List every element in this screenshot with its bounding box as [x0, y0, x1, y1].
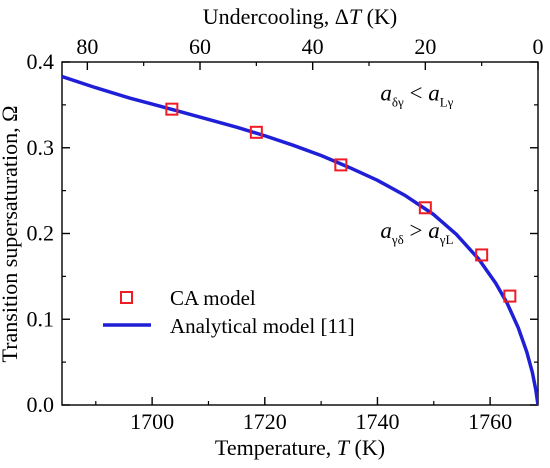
x-axis-title-unit: (K) [349, 435, 385, 460]
data-point-ca-model [249, 125, 263, 139]
x-axis-ticks: 1700 1720 1740 1760 [95, 397, 512, 434]
top-tick-label: 80 [76, 34, 98, 59]
data-point-ca-model [165, 102, 179, 116]
top-axis-title-prefix: Undercooling, Δ [203, 4, 349, 29]
top-axis-title: Undercooling, ΔT (K) [203, 4, 397, 29]
x-axis-title: Temperature, T (K) [215, 435, 385, 460]
data-point-ca-model [334, 158, 348, 172]
annotation-2-sub1: γδ [391, 232, 404, 247]
series-line-analytical-model [62, 74, 538, 405]
legend-label-ca-model: CA model [170, 286, 256, 310]
top-axis-ticks: 80 60 40 20 0 [76, 34, 544, 70]
annotation-layer: aδγ < aLγ aγδ > aγL [380, 81, 453, 247]
x-tick-label: 1760 [468, 409, 512, 434]
annotation-1-op: < [404, 81, 428, 106]
annotation-2-op: > [404, 218, 428, 243]
x-axis-title-prefix: Temperature, [215, 435, 337, 460]
legend: CA model Analytical model [11] [103, 286, 355, 338]
annotation-inequality-2: aγδ > aγL [380, 218, 453, 247]
y-tick-label: 0.2 [27, 221, 55, 246]
plot-frame [61, 61, 539, 406]
y-tick-label: 0.3 [27, 135, 55, 160]
x-tick-label: 1700 [130, 409, 174, 434]
series-layer [62, 74, 538, 405]
top-axis-title-unit: (K) [361, 4, 397, 29]
top-tick-label: 40 [302, 34, 324, 59]
annotation-2-sub2: γL [439, 232, 454, 247]
annotation-1-sub1: δγ [392, 95, 404, 110]
data-point-ca-model [503, 289, 517, 303]
y-tick-label: 0.4 [27, 49, 55, 74]
y-axis-title: Transition supersaturation, Ω [0, 106, 22, 363]
legend-label-analytical-model: Analytical model [11] [170, 314, 355, 338]
annotation-1-sub2: Lγ [440, 95, 454, 110]
x-tick-label: 1740 [355, 409, 399, 434]
annotation-1-var2: a [428, 81, 440, 106]
annotation-2-var2: a [428, 218, 440, 243]
top-axis-title-var: T [349, 4, 363, 29]
y-tick-label: 0.0 [27, 392, 55, 417]
top-tick-label: 20 [414, 34, 436, 59]
data-point-ca-model [418, 201, 432, 215]
x-axis-title-var: T [337, 435, 351, 460]
top-tick-label: 0 [533, 34, 544, 59]
x-tick-label: 1720 [243, 409, 287, 434]
annotation-1-var1: a [380, 81, 392, 106]
data-point-ca-model [475, 248, 489, 262]
y-tick-label: 0.1 [27, 306, 55, 331]
y-axis-ticks: 0.0 0.1 0.2 0.3 0.4 [27, 49, 538, 417]
annotation-2-var1: a [380, 218, 392, 243]
annotation-inequality-1: aδγ < aLγ [380, 81, 453, 110]
legend-marker-ca-model [120, 291, 133, 304]
top-tick-label: 60 [189, 34, 211, 59]
